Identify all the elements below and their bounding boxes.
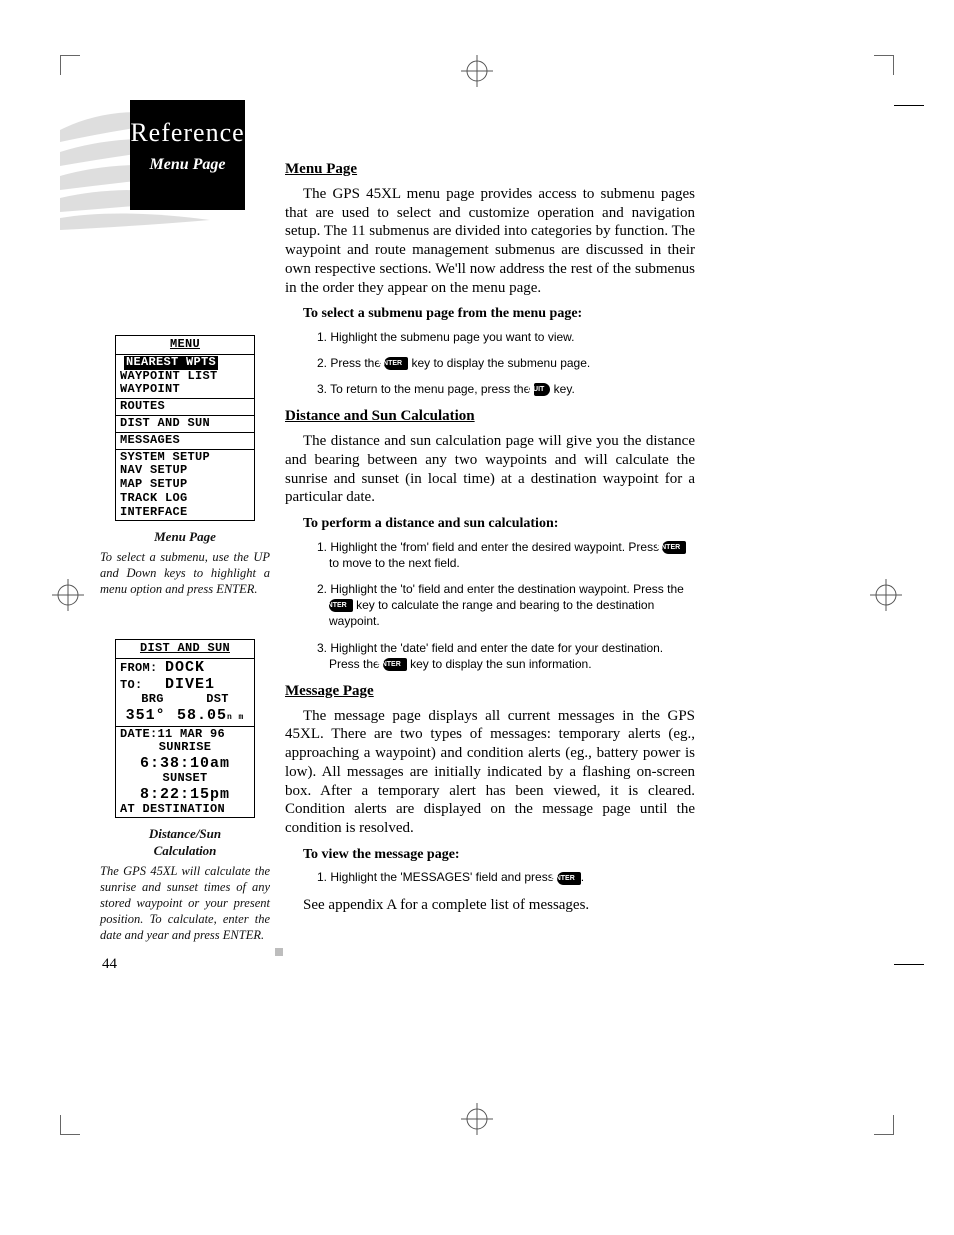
procedure-lead: To select a submenu page from the menu p… [303, 305, 695, 323]
distsun-lcd-screenshot: DIST AND SUN FROM: DOCK TO: DIVE1 BRG DST… [115, 639, 255, 818]
date-label: DATE: [120, 727, 158, 741]
paragraph: The message page displays all current me… [285, 707, 695, 838]
step: 1. Highlight the 'from' field and enter … [317, 539, 695, 571]
procedure-lead: To view the message page: [303, 846, 695, 864]
dst-value: 58.05 [177, 707, 227, 724]
section-title: Reference [130, 118, 245, 148]
lcd-row: ROUTES [116, 400, 254, 414]
lcd-footer: AT DESTINATION [116, 803, 254, 817]
registration-mark-icon [52, 579, 84, 611]
side-rule [894, 105, 924, 106]
registration-mark-icon [461, 55, 493, 87]
step-text: to move to the next field. [329, 556, 460, 570]
page-number: 44 [102, 956, 117, 973]
lcd-selected-row: NEAREST WPTS [124, 356, 218, 370]
heading-dist-sun: Distance and Sun Calculation [285, 407, 695, 426]
figure-description: To select a submenu, use the UP and Down… [100, 549, 270, 597]
lcd-row: WAYPOINT [116, 383, 254, 397]
brg-label: BRG [141, 693, 164, 707]
step-text: 3. To return to the menu page, press the [317, 382, 534, 396]
registration-mark-icon [461, 1103, 493, 1135]
lcd-row: INTERFACE [116, 506, 254, 520]
sunrise-label: SUNRISE [116, 741, 254, 755]
quit-key-icon: QUIT [534, 383, 551, 396]
enter-key-icon: ENTER [662, 541, 686, 554]
step: 1. Highlight the submenu page you want t… [317, 329, 695, 345]
lcd-title: DIST AND SUN [116, 640, 254, 659]
enter-key-icon: ENTER [329, 599, 353, 612]
procedure-lead: To perform a distance and sun calculatio… [303, 515, 695, 533]
enter-key-icon: ENTER [383, 658, 407, 671]
step-text: 1. Highlight the 'from' field and enter … [317, 540, 662, 554]
lcd-title: MENU [116, 336, 254, 355]
step-text: 1. Highlight the submenu page you want t… [317, 330, 575, 344]
crop-mark [874, 55, 894, 75]
figure-caption: Calculation [100, 843, 270, 860]
dst-unit: n m [227, 713, 244, 722]
lcd-row: SYSTEM SETUP [116, 451, 254, 465]
sidebar-column: MENU NEAREST WPTS WAYPOINT LIST WAYPOINT… [100, 335, 270, 943]
step-text: key to display the sun information. [407, 657, 592, 671]
paragraph: The distance and sun calculation page wi… [285, 432, 695, 507]
lcd-row: DIST AND SUN [116, 417, 254, 431]
step: 3. Highlight the 'date' field and enter … [317, 640, 695, 672]
step: 2. Press the ENTER key to display the su… [317, 355, 695, 371]
figure-description: The GPS 45XL will calculate the sunrise … [100, 863, 270, 943]
paragraph: See appendix A for a complete list of me… [285, 896, 695, 915]
paragraph: The GPS 45XL menu page provides access t… [285, 185, 695, 298]
enter-key-icon: ENTER [384, 357, 408, 370]
brg-value: 351° [126, 707, 166, 724]
step: 2. Highlight the 'to' field and enter th… [317, 581, 695, 630]
sunset-value: 8:22:15pm [116, 786, 254, 803]
heading-message-page: Message Page [285, 682, 695, 701]
main-column: Menu Page The GPS 45XL menu page provide… [285, 150, 695, 920]
lcd-row: NAV SETUP [116, 464, 254, 478]
heading-menu-page: Menu Page [285, 160, 695, 179]
crop-mark [60, 55, 80, 75]
step-text: key. [550, 382, 574, 396]
dst-label: DST [206, 693, 229, 707]
header-logo: Reference Menu Page [60, 90, 228, 250]
step-text: 2. Highlight the 'to' field and enter th… [317, 582, 684, 596]
figure-caption: Menu Page [100, 529, 270, 546]
date-value: 11 MAR 96 [158, 727, 226, 741]
from-value: DOCK [165, 659, 205, 676]
enter-key-icon: ENTER [557, 872, 581, 885]
step-text: 1. Highlight the 'MESSAGES' field and pr… [317, 870, 557, 884]
registration-mark-icon [870, 579, 902, 611]
bullet-marker-icon [275, 948, 283, 956]
step-text: key to display the submenu page. [408, 356, 590, 370]
menu-lcd-screenshot: MENU NEAREST WPTS WAYPOINT LIST WAYPOINT… [115, 335, 255, 521]
figure-caption: Distance/Sun [100, 826, 270, 843]
sunset-label: SUNSET [116, 772, 254, 786]
step: 1. Highlight the 'MESSAGES' field and pr… [317, 869, 695, 885]
step: 3. To return to the menu page, press the… [317, 381, 695, 397]
lcd-row: MAP SETUP [116, 478, 254, 492]
lcd-row: WAYPOINT LIST [116, 370, 254, 384]
crop-mark [874, 1115, 894, 1135]
side-rule [894, 964, 924, 965]
to-value: DIVE1 [165, 676, 215, 693]
step-text: . [581, 870, 584, 884]
sunrise-value: 6:38:10am [116, 755, 254, 772]
step-text: 2. Press the [317, 356, 384, 370]
lcd-row: MESSAGES [116, 434, 254, 448]
lcd-row: TRACK LOG [116, 492, 254, 506]
step-text: key to calculate the range and bearing t… [329, 598, 654, 628]
from-label: FROM: [120, 661, 158, 675]
to-label: TO: [120, 678, 143, 692]
section-subtitle: Menu Page [130, 156, 245, 174]
crop-mark [60, 1115, 80, 1135]
